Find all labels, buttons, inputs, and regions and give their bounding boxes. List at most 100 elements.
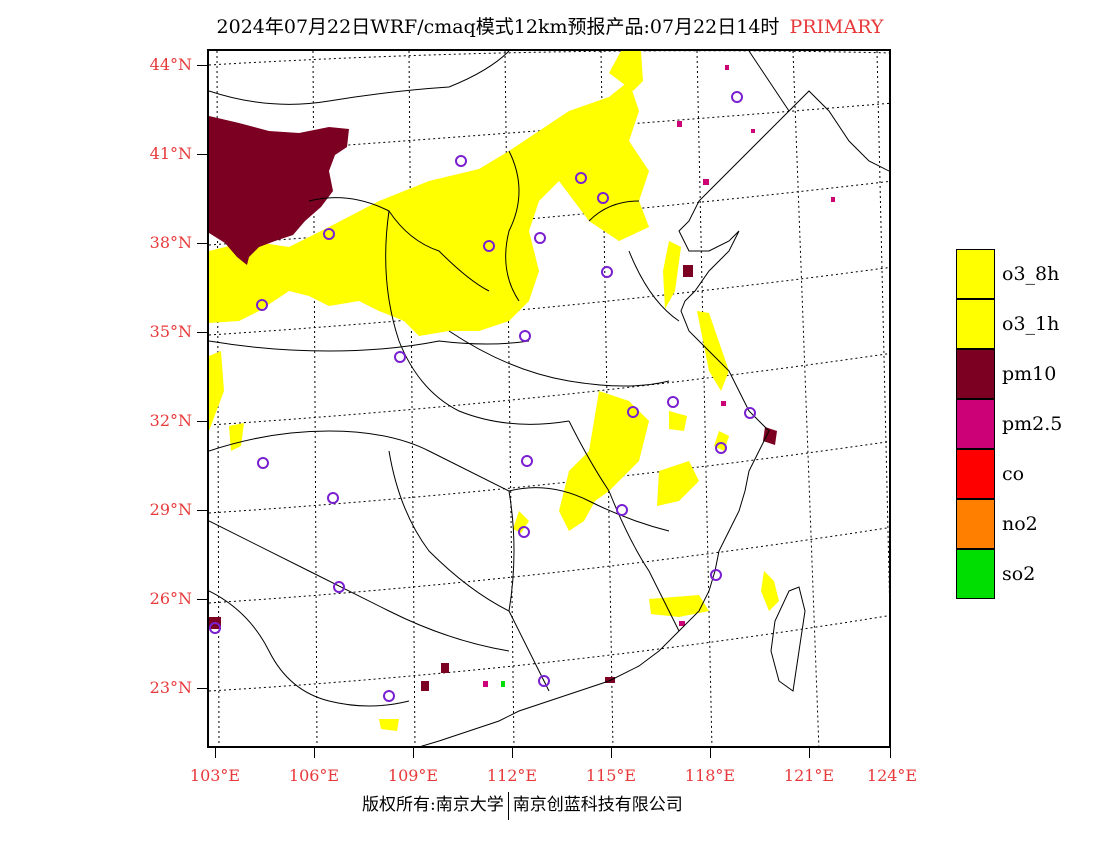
lon-tick <box>809 748 810 758</box>
legend-label: pm2.5 <box>1002 413 1063 435</box>
lon-label-109: 109°E <box>387 766 439 785</box>
lat-tick <box>197 65 207 66</box>
primary-tag: PRIMARY <box>789 16 884 38</box>
station-marker <box>327 492 339 504</box>
lat-label-32: 32°N <box>149 411 192 430</box>
lat-tick <box>197 510 207 511</box>
lon-tick <box>512 748 513 758</box>
station-marker <box>383 690 395 702</box>
lon-tick <box>413 748 414 758</box>
station-marker <box>257 457 269 469</box>
title-text: 2024年07月22日WRF/cmaq模式12km预报产品:07月22日14时 <box>216 16 780 38</box>
parallel-38 <box>209 180 889 246</box>
parallel-32 <box>209 353 889 426</box>
legend-swatch <box>956 399 995 449</box>
copyright-footer: 版权所有:南京大学 南京创蓝科技有限公司 <box>362 790 683 820</box>
station-marker <box>394 351 406 363</box>
province-line <box>628 250 680 322</box>
station-marker <box>715 442 727 454</box>
province-line <box>209 520 510 652</box>
so2-area <box>501 681 505 687</box>
province-line <box>505 150 520 302</box>
parallel-26 <box>209 527 889 604</box>
station-marker <box>616 504 628 516</box>
lon-tick <box>215 748 216 758</box>
lat-label-26: 26°N <box>149 589 192 608</box>
station-marker <box>731 91 743 103</box>
pm25-area <box>483 65 835 687</box>
lon-label-115: 115°E <box>585 766 637 785</box>
legend-swatch <box>956 549 995 599</box>
station-marker <box>597 192 609 204</box>
boundaries <box>209 51 889 746</box>
meridian-109 <box>408 51 416 746</box>
station-marker <box>667 396 679 408</box>
station-marker <box>518 526 530 538</box>
footer-divider <box>507 791 509 820</box>
lon-label-103: 103°E <box>189 766 241 785</box>
province-line <box>508 487 670 532</box>
lat-label-38: 38°N <box>149 233 192 252</box>
lon-tick <box>611 748 612 758</box>
o3-area <box>209 51 779 731</box>
map-panel[interactable] <box>207 49 891 748</box>
station-marker <box>538 675 550 687</box>
station-marker <box>519 330 531 342</box>
lat-tick <box>197 421 207 422</box>
station-marker <box>627 406 639 418</box>
province-line <box>448 330 670 387</box>
lon-tick <box>314 748 315 758</box>
coastline <box>420 90 889 746</box>
lat-label-44: 44°N <box>149 55 192 74</box>
legend-label: o3_1h <box>1002 313 1060 335</box>
parallel-23 <box>209 615 889 692</box>
lon-label-106: 106°E <box>288 766 340 785</box>
legend-label: co <box>1002 463 1025 485</box>
lat-label-29: 29°N <box>149 500 192 519</box>
province-line <box>209 430 510 492</box>
legend-swatch <box>956 499 995 549</box>
station-marker <box>601 266 613 278</box>
lat-tick <box>197 688 207 689</box>
country-line <box>748 51 790 112</box>
province-line <box>308 197 490 292</box>
lat-label-23: 23°N <box>149 678 192 697</box>
station-marker <box>333 581 345 593</box>
lat-tick <box>197 599 207 600</box>
province-line <box>608 490 680 632</box>
station-marker <box>521 455 533 467</box>
legend-swatch <box>956 299 995 349</box>
lat-tick <box>197 154 207 155</box>
legend-swatch <box>956 349 995 399</box>
lon-label-118: 118°E <box>684 766 736 785</box>
map-canvas <box>209 51 889 746</box>
station-marker <box>483 240 495 252</box>
taiwan-outline <box>770 586 806 692</box>
legend-label: so2 <box>1002 563 1036 585</box>
station-marker <box>744 407 756 419</box>
station-marker <box>323 228 335 240</box>
map-title: 2024年07月22日WRF/cmaq模式12km预报产品:07月22日14时 P… <box>0 12 1100 39</box>
station-marker <box>575 172 587 184</box>
lat-label-41: 41°N <box>149 144 192 163</box>
province-line <box>209 590 410 707</box>
station-marker <box>534 232 546 244</box>
meridian-118 <box>696 51 713 746</box>
station-marker <box>710 569 722 581</box>
province-line <box>588 200 640 222</box>
legend-swatch <box>956 249 995 299</box>
province-line <box>209 340 530 352</box>
copyright-company: 南京创蓝科技有限公司 <box>512 795 683 815</box>
parallel-35 <box>209 267 889 336</box>
lon-label-121: 121°E <box>783 766 835 785</box>
province-line <box>385 210 570 425</box>
legend-label: o3_8h <box>1002 263 1060 285</box>
meridian-121 <box>792 51 820 746</box>
parallel-29 <box>209 441 889 514</box>
country-line <box>209 51 510 105</box>
lat-label-35: 35°N <box>149 322 192 341</box>
province-line <box>388 450 510 612</box>
station-marker <box>455 155 467 167</box>
legend-label: no2 <box>1002 513 1038 535</box>
legend-swatch <box>956 449 995 499</box>
